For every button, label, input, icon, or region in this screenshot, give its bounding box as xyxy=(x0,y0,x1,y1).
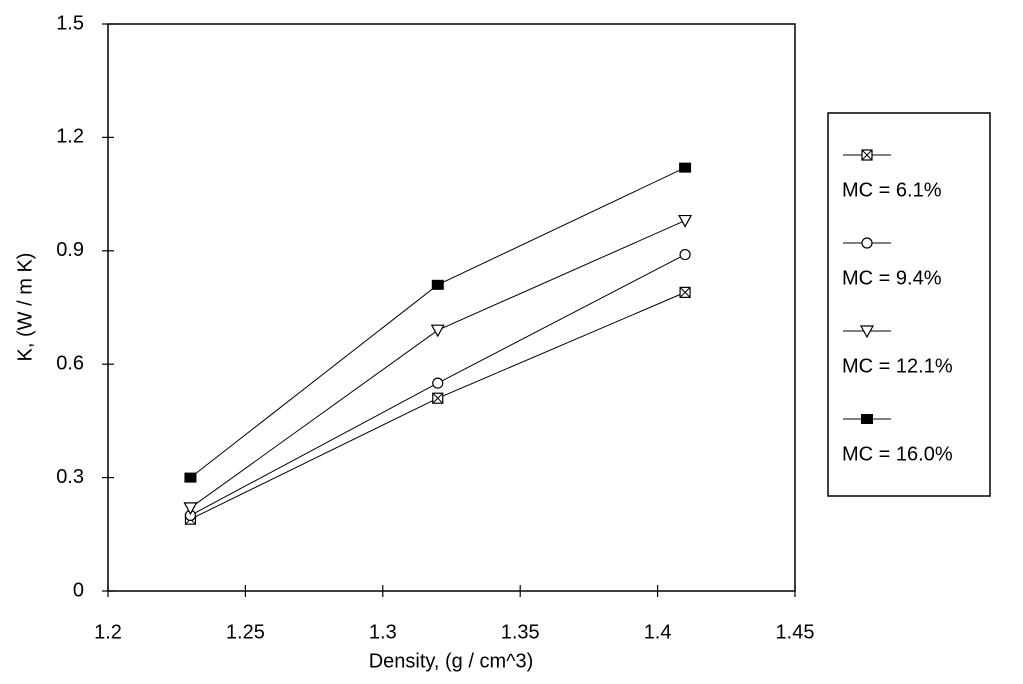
marker xyxy=(432,377,444,389)
marker xyxy=(679,286,691,298)
legend-label: MC = 9.4% xyxy=(842,267,942,289)
marker xyxy=(183,502,198,516)
y-tick-label: 0.3 xyxy=(56,466,84,488)
y-tick-label: 0.9 xyxy=(56,239,84,261)
marker-cross xyxy=(861,149,873,161)
marker xyxy=(678,214,693,228)
plot-frame xyxy=(107,23,796,592)
x-tick-label: 1.3 xyxy=(369,621,397,643)
x-tick-label: 1.45 xyxy=(776,621,815,643)
legend-box xyxy=(827,112,991,497)
marker xyxy=(431,279,444,290)
legend-label: MC = 6.1% xyxy=(842,179,942,201)
x-tick-label: 1.35 xyxy=(501,621,540,643)
y-tick-label: 0 xyxy=(73,579,84,601)
marker xyxy=(679,248,691,261)
y-tick-label: 1.2 xyxy=(56,126,84,148)
marker xyxy=(861,237,873,249)
x-axis-label: Density, (g / cm^3) xyxy=(369,650,534,672)
y-tick-label: 0.6 xyxy=(56,352,84,374)
y-tick-label: 1.5 xyxy=(56,12,84,34)
y-axis-label: K, (W / m K) xyxy=(14,253,36,362)
marker xyxy=(859,325,875,339)
series-line xyxy=(190,167,686,478)
marker-cross xyxy=(679,287,691,298)
marker-cross xyxy=(432,392,444,404)
marker xyxy=(861,414,873,424)
marker xyxy=(679,162,692,173)
marker xyxy=(432,392,444,404)
x-tick-label: 1.25 xyxy=(226,621,265,643)
legend-label: MC = 16.0% xyxy=(842,443,953,465)
marker xyxy=(184,472,197,483)
x-tick-label: 1.2 xyxy=(94,621,122,643)
series-line xyxy=(190,220,686,509)
x-tick-label: 1.4 xyxy=(644,621,672,643)
marker xyxy=(861,149,873,161)
marker xyxy=(430,324,445,338)
legend-label: MC = 12.1% xyxy=(842,355,953,377)
